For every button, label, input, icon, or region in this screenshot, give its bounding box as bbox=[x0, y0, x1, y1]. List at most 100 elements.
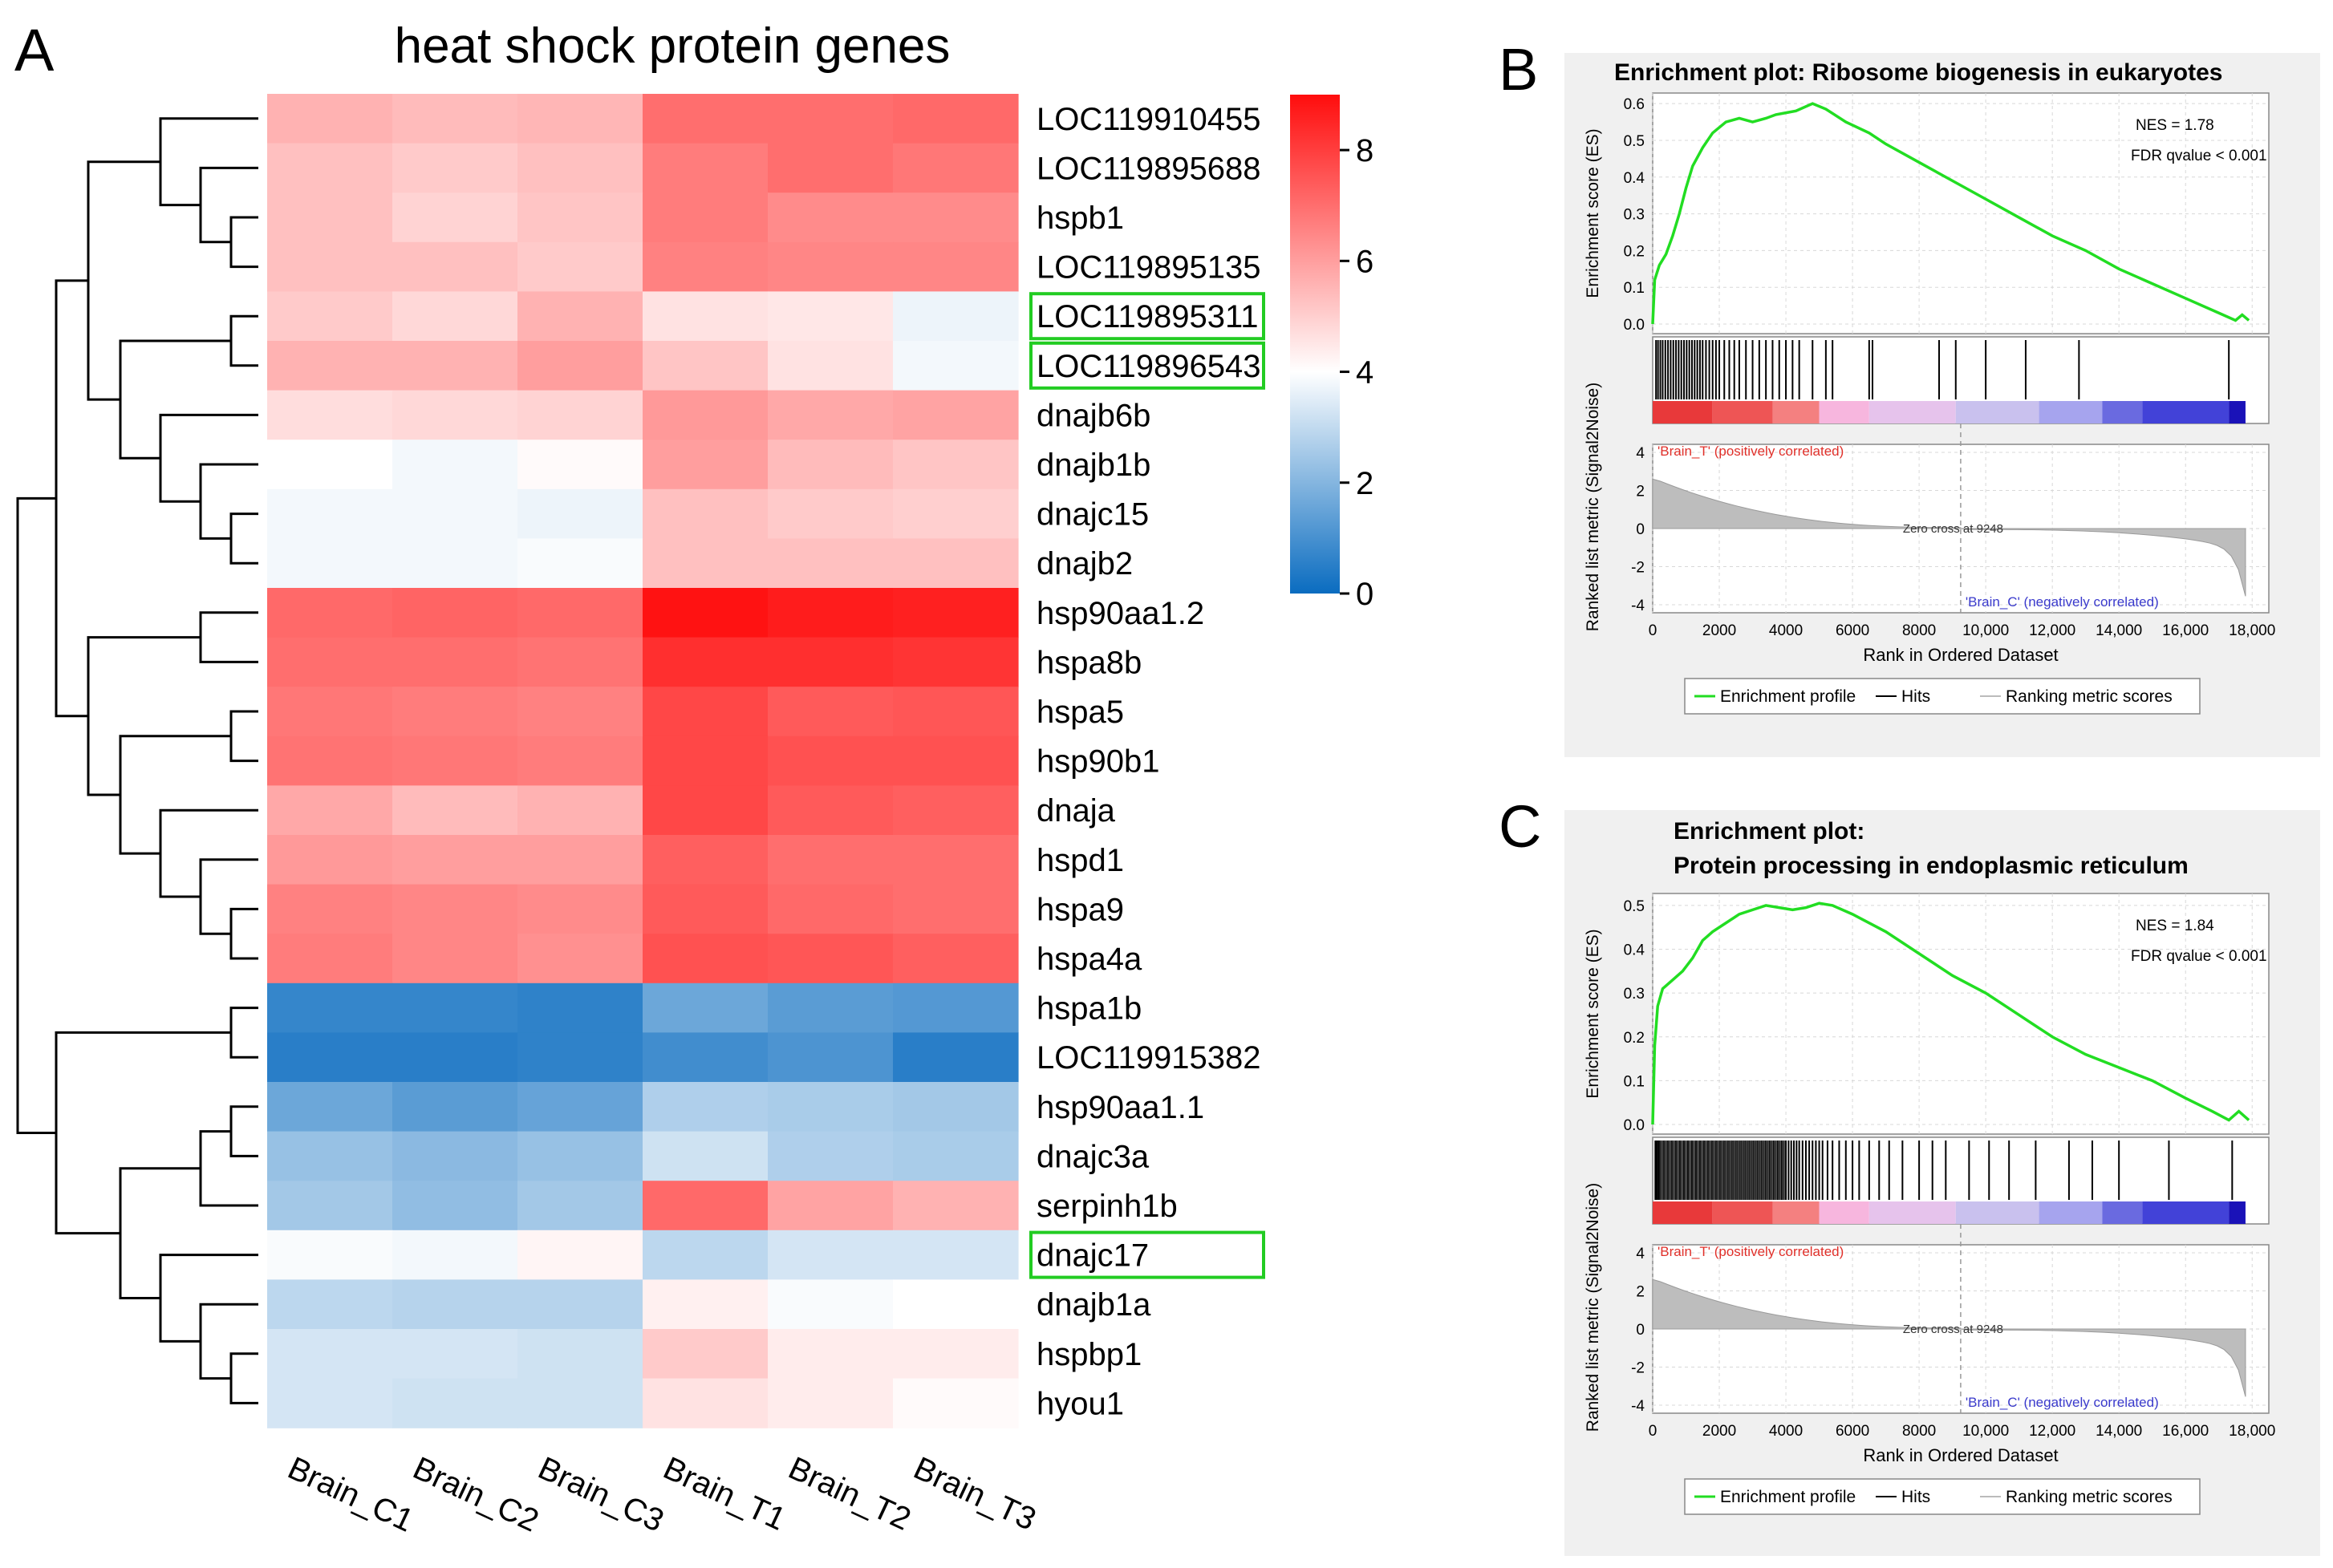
heatmap-cell bbox=[267, 785, 393, 836]
heatmap-cell bbox=[893, 341, 1019, 391]
heatmap-cell bbox=[267, 241, 393, 292]
gene-label: dnajb1a bbox=[1037, 1287, 1151, 1323]
x-axis-label: Rank in Ordered Dataset bbox=[1863, 1445, 2058, 1465]
dendrogram-branch bbox=[229, 907, 258, 960]
heatmap-cell bbox=[392, 192, 518, 243]
heatmap-cell bbox=[893, 785, 1019, 836]
heatmap-cell bbox=[267, 341, 393, 391]
heatmap-cell bbox=[893, 1329, 1019, 1380]
heatmap-cell bbox=[517, 94, 643, 144]
heatmap-cell bbox=[517, 291, 643, 342]
heatmap-cell bbox=[768, 192, 894, 243]
metric-tick-label: 4 bbox=[1636, 445, 1645, 462]
heatmap-cell bbox=[267, 983, 393, 1033]
gene-label: hspa4a bbox=[1037, 942, 1142, 977]
heatmap-cell bbox=[893, 1032, 1019, 1083]
dendrogram-branch bbox=[159, 117, 258, 207]
heatmap-cell bbox=[267, 884, 393, 934]
rank-color-band bbox=[1819, 401, 1869, 423]
heatmap-cell bbox=[267, 735, 393, 786]
heatmap-cell bbox=[517, 241, 643, 292]
heatmap-cell bbox=[517, 390, 643, 440]
colorbar-tick-label: 8 bbox=[1356, 133, 1373, 168]
es-plot-area bbox=[1652, 893, 2270, 1135]
ranking-metric-area bbox=[1652, 1278, 2246, 1397]
heatmap-cell bbox=[392, 1032, 518, 1083]
heatmap-cell bbox=[768, 241, 894, 292]
dendrogram-branch bbox=[55, 1031, 231, 1235]
heatmap-cell bbox=[768, 488, 894, 539]
gene-label: LOC119896543 bbox=[1037, 349, 1261, 384]
gene-label: hsp90b1 bbox=[1037, 744, 1159, 780]
panel-a-letter: A bbox=[14, 17, 55, 83]
heatmap-cell bbox=[643, 687, 769, 737]
heatmap-cell bbox=[768, 94, 894, 144]
heatmap-cell bbox=[768, 390, 894, 440]
x-tick-label: 16,000 bbox=[2162, 622, 2209, 639]
es-tick-label: 0.4 bbox=[1624, 942, 1645, 959]
metric-tick-label: -4 bbox=[1631, 1398, 1645, 1415]
heatmap-cell bbox=[768, 1230, 894, 1280]
x-tick-label: 14,000 bbox=[2096, 622, 2142, 639]
heatmap-cell bbox=[392, 835, 518, 885]
heatmap-cell bbox=[893, 192, 1019, 243]
ranking-metric-area bbox=[1652, 478, 2246, 597]
heatmap-cell bbox=[517, 1279, 643, 1330]
heatmap-cell bbox=[517, 835, 643, 885]
rank-color-band bbox=[1772, 1201, 1820, 1224]
heatmap-cell bbox=[768, 884, 894, 934]
heatmap-cell bbox=[893, 1279, 1019, 1330]
heatmap-cell bbox=[517, 143, 643, 193]
heatmap-cell bbox=[643, 1230, 769, 1280]
dendrogram-branch bbox=[16, 496, 56, 1135]
gsea-title: Enrichment plot: Ribosome biogenesis in … bbox=[1614, 59, 2222, 86]
sample-label: Brain_C1 bbox=[282, 1450, 419, 1538]
heatmap-cell bbox=[392, 785, 518, 836]
heatmap-cell bbox=[768, 637, 894, 687]
rank-color-band bbox=[2142, 401, 2230, 423]
heatmap-cell bbox=[267, 637, 393, 687]
panel-letter: B bbox=[1499, 36, 1538, 103]
heatmap-cell bbox=[517, 538, 643, 589]
gsea-title: Protein processing in endoplasmic reticu… bbox=[1674, 853, 2189, 879]
rank-color-band bbox=[1955, 1201, 2039, 1224]
heatmap-cell bbox=[392, 1181, 518, 1231]
colorbar bbox=[1290, 95, 1340, 594]
negative-correlation-label: 'Brain_C' (negatively correlated) bbox=[1966, 594, 2159, 610]
x-tick-label: 4000 bbox=[1769, 1423, 1803, 1440]
sample-label: Brain_T2 bbox=[783, 1450, 916, 1537]
nes-value: NES = 1.84 bbox=[2136, 918, 2214, 934]
heatmap-cell bbox=[768, 1279, 894, 1330]
nes-value: NES = 1.78 bbox=[2136, 117, 2214, 134]
x-tick-label: 6000 bbox=[1836, 622, 1869, 639]
gene-label: hspa5 bbox=[1037, 695, 1124, 730]
gene-label-column: LOC119910455 LOC119895688 hspb1 LOC11989513… bbox=[1037, 102, 1261, 1422]
rank-color-band bbox=[1868, 401, 1956, 423]
legend-box bbox=[1684, 1478, 2201, 1515]
heatmap-cell bbox=[893, 687, 1019, 737]
rank-color-band bbox=[2102, 1201, 2143, 1224]
x-tick-label: 18,000 bbox=[2229, 622, 2275, 639]
es-axis-label: Enrichment score (ES) bbox=[1584, 128, 1602, 298]
x-tick-label: 18,000 bbox=[2229, 1423, 2275, 1440]
rank-color-band bbox=[2229, 401, 2246, 423]
heatmap-cell bbox=[768, 1181, 894, 1231]
rank-color-band bbox=[1819, 1201, 1869, 1224]
heatmap-cell bbox=[517, 588, 643, 638]
rank-color-band bbox=[1653, 1201, 1713, 1224]
dendrogram-branch bbox=[199, 166, 258, 244]
heatmap-cell bbox=[392, 1329, 518, 1380]
heatmap-cell bbox=[392, 241, 518, 292]
heatmap-cell bbox=[517, 735, 643, 786]
heatmap-cell bbox=[517, 884, 643, 934]
gene-label: dnajb2 bbox=[1037, 546, 1133, 581]
legend-ranking-metric: Ranking metric scores bbox=[2006, 687, 2173, 706]
es-tick-label: 0.5 bbox=[1624, 898, 1645, 915]
legend-box bbox=[1684, 678, 2201, 715]
dendrogram-branch bbox=[199, 1303, 258, 1380]
x-tick-label: 12,000 bbox=[2029, 622, 2075, 639]
rank-color-band bbox=[1955, 401, 2039, 423]
rank-color-band bbox=[1712, 1201, 1773, 1224]
heatmap-cell bbox=[643, 588, 769, 638]
heatmap-cell bbox=[392, 1131, 518, 1181]
